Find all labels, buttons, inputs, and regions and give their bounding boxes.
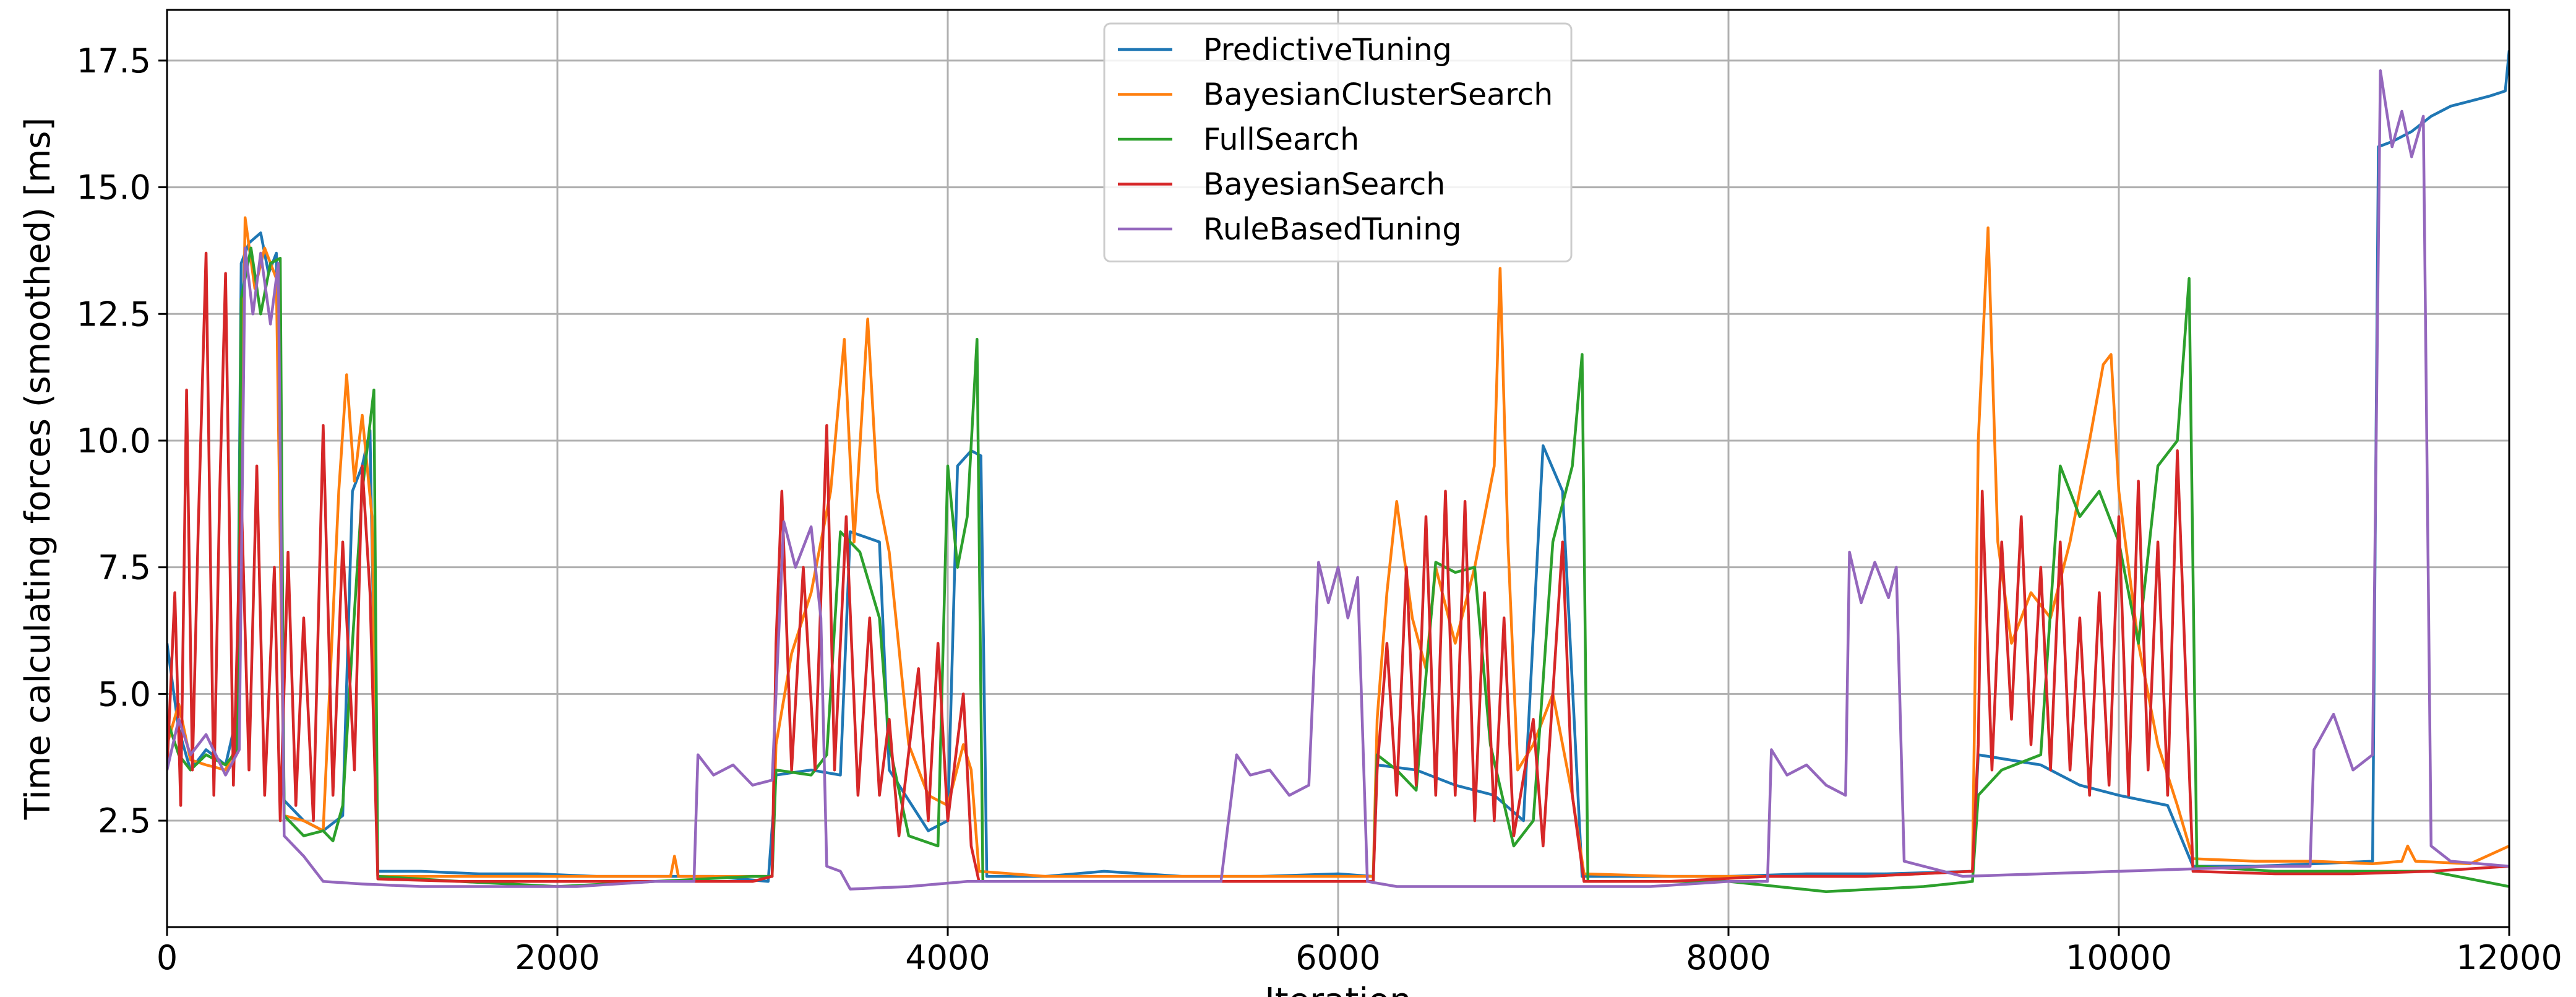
y-tick-label: 10.0 <box>77 421 151 460</box>
y-axis-label: Time calculating forces (smoothed) [ms] <box>18 118 58 821</box>
series-line-bayesianclustersearch <box>167 216 2509 878</box>
legend-label: RuleBasedTuning <box>1203 212 1461 247</box>
legend-box <box>1103 22 1573 262</box>
legend: PredictiveTuning BayesianClusterSearch Ful… <box>1103 22 1573 262</box>
legend-label: BayesianSearch <box>1203 167 1445 202</box>
y-tick-label: 17.5 <box>77 41 151 80</box>
x-tick-label: 6000 <box>1295 938 1380 977</box>
x-tick-label: 12000 <box>2456 938 2562 977</box>
y-tick-label: 7.5 <box>98 548 151 587</box>
legend-label: PredictiveTuning <box>1203 32 1452 67</box>
series-line-rulebasedtuning <box>167 69 2509 891</box>
x-axis-ticks: 0 2000 4000 6000 8000 10000 12000 <box>157 927 2562 977</box>
series-group <box>167 50 2509 893</box>
y-tick-label: 12.5 <box>77 295 151 334</box>
y-tick-label: 5.0 <box>98 675 151 714</box>
legend-label: FullSearch <box>1203 122 1359 157</box>
y-tick-label: 2.5 <box>98 801 151 840</box>
x-tick-label: 2000 <box>515 938 599 977</box>
y-tick-label: 15.0 <box>77 168 151 207</box>
x-tick-label: 10000 <box>2066 938 2172 977</box>
legend-label: BayesianClusterSearch <box>1203 77 1553 113</box>
y-axis-ticks: 2.5 5.0 7.5 10.0 12.5 15.0 17.5 <box>77 41 167 840</box>
x-tick-label: 4000 <box>905 938 990 977</box>
x-tick-label: 0 <box>157 938 178 977</box>
x-axis-label: Iteration <box>1264 981 1412 997</box>
x-tick-label: 8000 <box>1686 938 1771 977</box>
